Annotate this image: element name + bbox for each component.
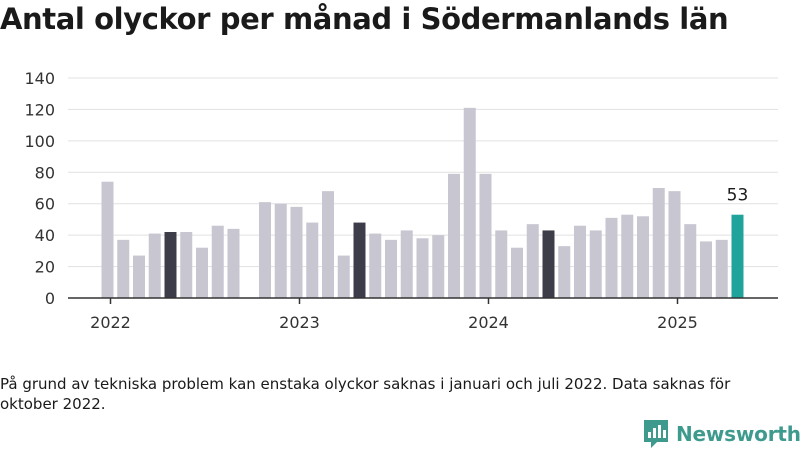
bar-chart: 0 20 40 60 80 100 120 140 2022 2023 2024 2025 53	[24, 69, 778, 332]
bar-2025-02	[684, 224, 697, 298]
bar-2023-06	[369, 233, 382, 298]
bar-2023-04	[337, 255, 350, 298]
bar-2023-09	[416, 238, 429, 298]
y-tick-label: 60	[35, 195, 55, 214]
chart-title: Antal olyckor per månad i Södermanlands …	[0, 2, 729, 36]
y-tick-label: 40	[35, 226, 55, 245]
bar-2023-07	[385, 239, 397, 298]
y-tick-label: 0	[45, 289, 55, 308]
bar-2024-01	[479, 173, 492, 298]
x-tick-label: 2023	[279, 313, 320, 332]
bar-2025-01	[668, 191, 681, 298]
bar-2022-05	[164, 232, 177, 298]
bar-2025-03	[700, 241, 712, 298]
bar-2024-03	[511, 247, 523, 298]
x-tick-label: 2022	[90, 313, 131, 332]
bar-2023-11	[448, 173, 460, 298]
y-tick-label: 20	[35, 258, 55, 277]
y-axis-ticks: 0 20 40 60 80 100 120 140	[24, 69, 55, 308]
bar-2024-11	[637, 216, 649, 298]
newsworthy-logo[interactable]: Newsworthy	[643, 419, 800, 449]
bar-2024-05	[542, 230, 555, 298]
bar-2024-08	[589, 230, 602, 298]
bar-2022-08	[211, 225, 224, 298]
bar-2022-02	[117, 239, 130, 298]
bar-2022-01	[101, 181, 114, 298]
bar-2024-10	[621, 214, 634, 298]
bars	[101, 107, 744, 298]
bar-2022-03	[133, 255, 145, 298]
bar-2024-04	[526, 224, 539, 298]
bar-2023-01	[290, 206, 303, 298]
bar-2024-07	[574, 225, 586, 298]
bar-2023-08	[400, 230, 413, 298]
bar-2022-06	[180, 232, 193, 298]
bar-2024-12	[652, 188, 665, 298]
bar-2023-05	[353, 222, 366, 298]
logo-icon	[644, 420, 668, 448]
data-labels: 53	[727, 186, 749, 206]
bar-2023-03	[322, 191, 334, 298]
bar-2024-06	[558, 246, 571, 298]
footnote: På grund av tekniska problem kan enstaka…	[0, 375, 731, 413]
latest-value-label: 53	[727, 186, 749, 206]
x-axis: 2022 2023 2024 2025	[68, 297, 778, 332]
bar-2022-07	[196, 247, 208, 298]
y-tick-label: 120	[24, 100, 55, 119]
bar-2022-11	[259, 202, 271, 298]
bar-2024-02	[495, 230, 508, 298]
x-tick-label: 2024	[468, 313, 509, 332]
bar-2022-12	[274, 203, 287, 298]
bar-2023-10	[432, 235, 445, 298]
y-tick-label: 140	[24, 69, 55, 88]
bar-2022-04	[148, 233, 161, 298]
y-tick-label: 100	[24, 132, 55, 151]
bar-2025-05	[731, 214, 744, 298]
bar-2022-09	[227, 228, 240, 298]
bar-2023-02	[306, 222, 319, 298]
bar-2024-09	[605, 217, 618, 298]
bar-2025-04	[715, 239, 728, 298]
brand-name: Newsworthy	[676, 422, 800, 446]
bar-2023-12	[463, 107, 476, 298]
x-tick-label: 2025	[657, 313, 698, 332]
y-tick-label: 80	[35, 163, 55, 182]
